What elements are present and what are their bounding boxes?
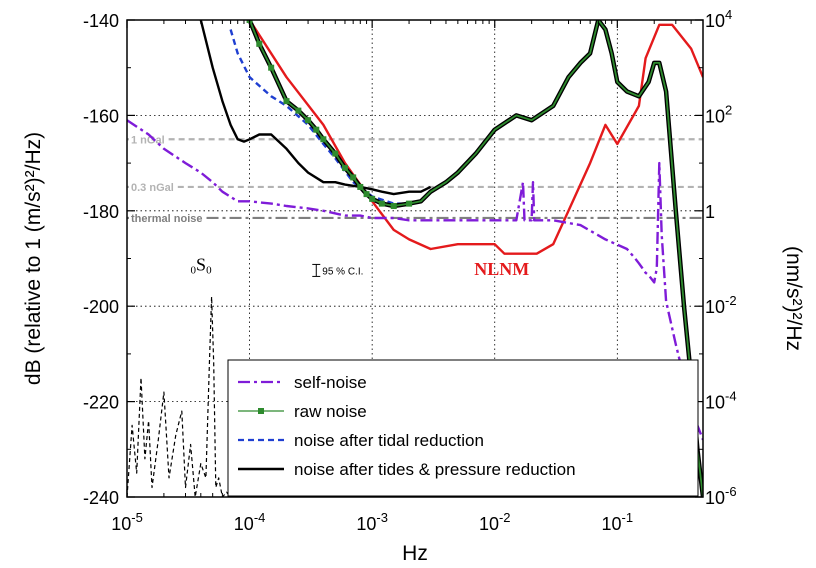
raw-noise-point (406, 200, 413, 207)
y-tick-label: -220 (83, 393, 119, 413)
raw-noise-point (363, 191, 370, 198)
x-tick-label: 10-1 (602, 510, 634, 534)
y2-tick-label: 102 (705, 102, 732, 126)
annotations: 0S0 95 % C.I. NLNM (191, 254, 530, 279)
legend-swatch-marker (258, 408, 264, 414)
legend-label: raw noise (294, 402, 367, 421)
y2-axis-title: (nm/s²)²/Hz (782, 246, 805, 351)
y-tick-label: -160 (83, 106, 119, 126)
axis-titles: Hz dB (relative to 1 (m/s²)²/Hz) (nm/s²)²/… (22, 132, 805, 565)
raw-noise-point (305, 117, 312, 124)
raw-noise-point (256, 40, 263, 47)
y-tick-label: -180 (83, 202, 119, 222)
series-line-self-noise (127, 119, 703, 441)
raw-noise-point (357, 183, 364, 190)
raw-noise-point (268, 64, 275, 71)
raw-noise-point (332, 150, 339, 157)
raw-noise-point (378, 200, 385, 207)
legend-label: noise after tides & pressure reduction (294, 460, 576, 479)
series-line-0s0-tail (127, 296, 238, 497)
y-tick-label: -200 (83, 297, 119, 317)
nlnm-label: NLNM (474, 259, 529, 279)
raw-noise-point (320, 136, 327, 143)
legend-label: noise after tidal reduction (294, 431, 484, 450)
mode-label: 0S0 (191, 254, 213, 276)
y2-tick-label: 10-2 (705, 293, 737, 317)
series-line-noise-after-tides-pressure-reduction (199, 20, 432, 196)
raw-noise-point (369, 195, 376, 202)
y2-tick-label: 1 (705, 202, 715, 222)
y2-tick-label: 104 (705, 7, 732, 31)
y2-tick-label: 10-6 (705, 484, 737, 508)
legend: self-noise raw noise noise after tidal red… (227, 359, 699, 497)
legend-box (227, 359, 699, 497)
y-tick-label: -240 (83, 488, 119, 508)
reference-line-label: thermal noise (131, 213, 203, 225)
x-tick-label: 10-3 (356, 510, 388, 534)
x-tick-label: 10-2 (479, 510, 511, 534)
raw-noise-point (390, 203, 397, 210)
x-tick-label: 10-5 (111, 510, 143, 534)
grid (127, 20, 703, 497)
x-tick-label: 10-4 (234, 510, 266, 534)
y2-tick-label: 10-4 (705, 389, 737, 413)
raw-noise-point (295, 107, 302, 114)
raw-noise-point (350, 174, 357, 181)
x-axis-title: Hz (402, 542, 428, 565)
reference-line-label: 0.3 nGal (131, 182, 174, 194)
reference-line-label: 1 nGal (131, 134, 165, 146)
raw-noise-point (341, 164, 348, 171)
ci-label: 95 % C.I. (322, 266, 363, 277)
axis-ticks: 10-5 10-4 10-3 10-2 10-1 -140 -160 -180 -200 -220… (83, 7, 737, 534)
raw-noise-point (283, 98, 290, 105)
series-layer (127, 20, 703, 497)
legend-label: self-noise (294, 373, 367, 392)
y-tick-label: -140 (83, 11, 119, 31)
y-axis-title: dB (relative to 1 (m/s²)²/Hz) (22, 132, 45, 385)
raw-noise-point (313, 126, 320, 133)
